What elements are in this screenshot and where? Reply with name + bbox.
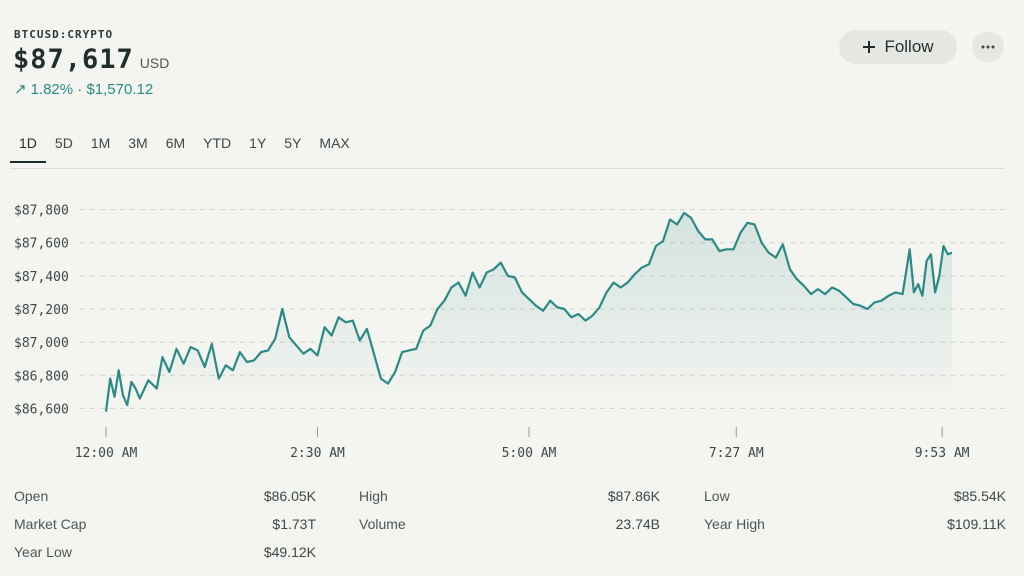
series-area <box>106 212 952 412</box>
y-tick-label: $87,200 <box>14 303 69 318</box>
stat-value: $86.05K <box>263 488 316 504</box>
stat-label: Low <box>704 488 730 504</box>
y-tick-label: $86,800 <box>14 369 69 384</box>
stat-value: $85.54K <box>953 488 1006 504</box>
tab-max[interactable]: MAX <box>319 135 350 151</box>
stat-label: High <box>359 488 388 504</box>
stat-label: Year High <box>704 516 765 532</box>
x-tick-label: 9:53 AM <box>915 446 970 461</box>
stat-label: Open <box>14 488 49 504</box>
currency-label: USD <box>139 55 170 71</box>
trend-up-icon: ↗ <box>14 81 27 98</box>
stat-value: $1.73T <box>272 516 316 532</box>
symbol-label: BTCUSD:CRYPTO <box>14 28 114 41</box>
current-price: $87,617 <box>13 44 134 75</box>
x-tick-label: 5:00 AM <box>502 446 557 461</box>
range-tabs: 1D 5D 1M 3M 6M YTD 1Y 5Y MAX <box>10 133 359 163</box>
tab-1m[interactable]: 1M <box>90 135 111 151</box>
y-tick-label: $86,600 <box>14 402 69 417</box>
price-chart: $86,600 $86,800 $87,000 $87,200 $87,400 $87,6… <box>14 204 1005 461</box>
price-row: $87,617 USD <box>13 44 169 75</box>
y-tick-label: $87,400 <box>14 270 69 285</box>
plus-icon <box>863 41 876 53</box>
stat-label: Market Cap <box>14 516 87 532</box>
tab-5y[interactable]: 5Y <box>284 135 302 151</box>
change-value: 1.82% · $1,570.12 <box>30 80 154 98</box>
stat-value: $109.11K <box>947 516 1006 532</box>
ellipsis-icon <box>981 45 995 49</box>
y-tick-label: $87,800 <box>14 204 69 219</box>
tab-6m[interactable]: 6M <box>165 135 186 151</box>
y-tick-label: $87,600 <box>14 237 69 252</box>
tab-1d[interactable]: 1D <box>10 133 46 163</box>
stat-value: $49.12K <box>263 544 316 560</box>
follow-button[interactable]: Follow <box>839 30 957 64</box>
tab-5d[interactable]: 5D <box>54 135 73 151</box>
tab-3m[interactable]: 3M <box>128 135 148 151</box>
follow-label: Follow <box>884 37 934 56</box>
series-line <box>104 211 953 412</box>
stat-value: 23.74B <box>615 516 660 532</box>
tab-1y[interactable]: 1Y <box>249 135 267 151</box>
price-change: ↗ 1.82% · $1,570.12 <box>14 80 154 99</box>
tabs-divider <box>10 168 1005 169</box>
more-options-button[interactable] <box>972 32 1004 62</box>
y-tick-label: $87,000 <box>14 336 69 351</box>
stat-label: Volume <box>359 516 406 532</box>
tab-ytd[interactable]: YTD <box>203 135 232 151</box>
x-tick-label: 7:27 AM <box>709 446 764 461</box>
stat-value: $87.86K <box>607 488 660 504</box>
stat-label: Year Low <box>14 544 72 560</box>
x-tick-label: 2:30 AM <box>290 446 345 461</box>
x-tick-label: 12:00 AM <box>75 446 138 461</box>
